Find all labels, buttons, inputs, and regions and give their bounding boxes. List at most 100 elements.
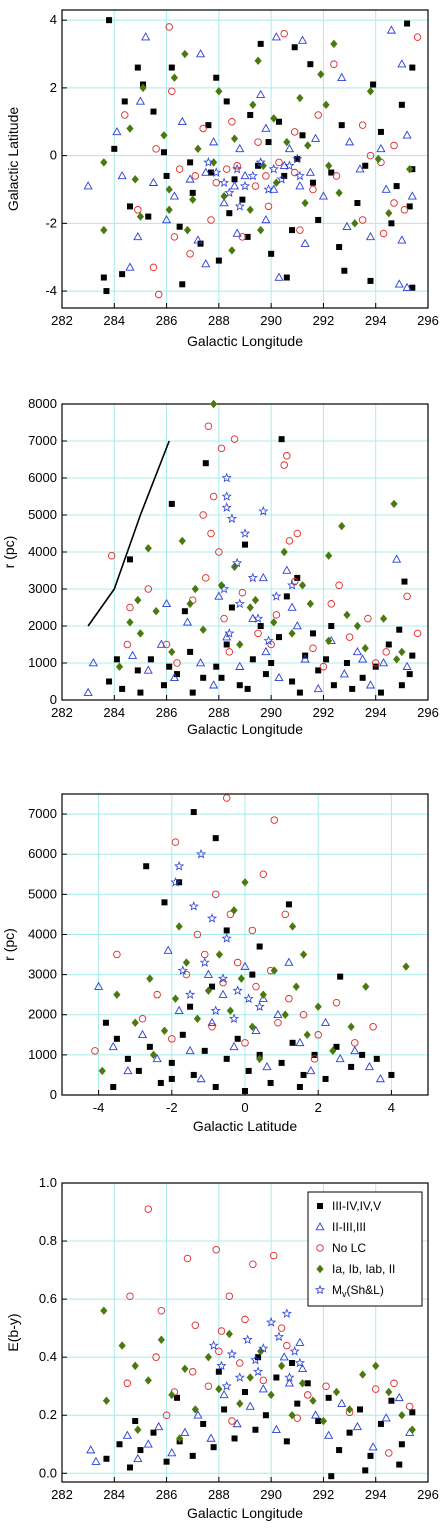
data-point [357, 1406, 364, 1413]
data-point [248, 926, 257, 935]
data-point [288, 922, 297, 931]
data-point [245, 1401, 255, 1410]
data-point [290, 128, 299, 136]
data-point [157, 1306, 166, 1315]
y-tick-label: 0.6 [39, 1291, 57, 1306]
data-point [291, 44, 298, 51]
data-point [236, 1399, 244, 1408]
data-point [219, 177, 230, 188]
x-tick-label: 284 [103, 705, 125, 720]
data-point [171, 838, 180, 846]
data-point [406, 203, 413, 210]
data-point [377, 128, 384, 135]
data-point [117, 171, 127, 180]
data-point [342, 221, 352, 230]
data-point [148, 177, 159, 186]
data-point [208, 1023, 216, 1031]
data-point [309, 185, 317, 194]
y-tick-label: 2000 [28, 1007, 57, 1022]
data-point [283, 137, 291, 147]
data-point [126, 603, 134, 612]
data-point [218, 989, 228, 998]
data-point [182, 958, 191, 967]
plot-frame [61, 9, 429, 309]
data-point [205, 122, 212, 129]
data-point [134, 64, 141, 71]
data-point [289, 227, 296, 234]
y-tick-label: 5000 [28, 507, 57, 522]
data-point [361, 644, 369, 653]
data-point [154, 1421, 164, 1431]
data-point [355, 164, 365, 173]
data-point [294, 1400, 301, 1407]
data-point [347, 1022, 355, 1031]
data-point [204, 1352, 212, 1362]
data-point [193, 235, 203, 244]
data-point [126, 556, 133, 563]
data-point [124, 1055, 131, 1062]
data-point [222, 794, 231, 802]
data-point [163, 945, 173, 954]
data-point [257, 623, 264, 629]
data-point [225, 1292, 234, 1300]
data-point [306, 1065, 316, 1075]
x-tick-label: 286 [156, 705, 178, 720]
data-point [211, 890, 220, 899]
legend-entry: II-III,III [332, 1220, 366, 1234]
data-point [243, 993, 254, 1003]
data-point [113, 1035, 120, 1042]
data-point [242, 1334, 253, 1345]
data-point [232, 228, 242, 237]
data-point [267, 1079, 274, 1086]
data-point [280, 29, 288, 38]
data-point [229, 1041, 239, 1051]
data-point [221, 933, 232, 943]
data-point [168, 500, 175, 507]
data-point [339, 669, 349, 678]
data-point [213, 663, 220, 670]
data-point [287, 602, 297, 611]
data-point [226, 1006, 234, 1015]
data-point [133, 1453, 143, 1463]
data-point [186, 250, 194, 258]
data-point [365, 231, 376, 241]
data-point [215, 1347, 223, 1356]
data-point [409, 652, 416, 659]
data-point [371, 659, 380, 667]
data-point [224, 628, 235, 638]
data-point [300, 1071, 307, 1078]
data-point [177, 116, 187, 125]
data-point [259, 870, 268, 879]
data-point [349, 685, 356, 692]
data-point [398, 682, 405, 689]
data-point [185, 989, 196, 999]
data-point [177, 965, 188, 975]
data-point [282, 565, 292, 574]
data-point [91, 1047, 99, 1055]
data-point [235, 661, 245, 670]
data-point [200, 1420, 207, 1427]
data-point [337, 72, 347, 81]
data-point [146, 974, 154, 983]
data-point [203, 969, 213, 978]
x-tick-label: 292 [313, 705, 335, 720]
data-point [225, 1329, 233, 1339]
data-point [215, 1384, 223, 1394]
data-point [394, 279, 404, 288]
data-point [241, 878, 249, 887]
data-point [299, 132, 306, 139]
data-point [377, 1420, 384, 1427]
data-point [284, 957, 294, 966]
data-point [226, 1348, 237, 1359]
data-point [112, 126, 122, 136]
data-point [123, 1379, 132, 1388]
data-point [232, 163, 243, 174]
data-point [409, 284, 416, 291]
data-point [281, 172, 288, 179]
data-point [379, 614, 388, 623]
data-point [181, 49, 189, 59]
data-point [126, 203, 133, 210]
data-point [247, 572, 258, 583]
data-point [314, 1031, 322, 1039]
data-point [239, 180, 251, 191]
